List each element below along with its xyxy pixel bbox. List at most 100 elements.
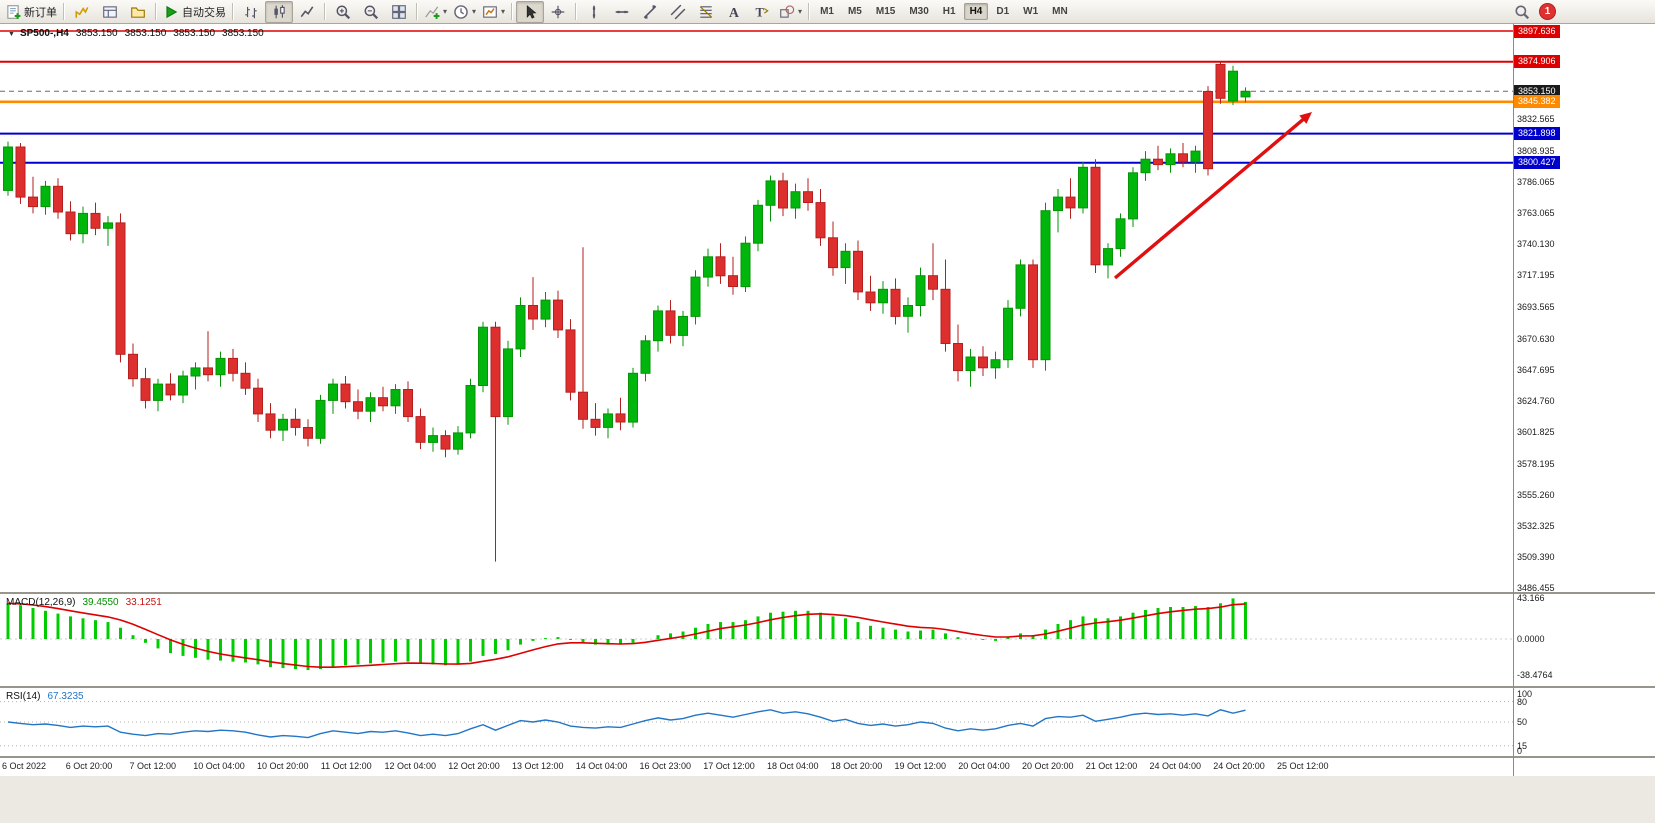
- pane-separator[interactable]: [0, 686, 1655, 688]
- fibonacci-button[interactable]: [692, 1, 720, 23]
- shapes-button[interactable]: ▾: [776, 1, 805, 23]
- label-button[interactable]: T: [748, 1, 776, 23]
- time-axis-label: 7 Oct 12:00: [129, 761, 177, 771]
- rsi-header: RSI(14) 67.3235: [6, 691, 84, 702]
- cursor-button[interactable]: [516, 0, 545, 23]
- autotrading-button[interactable]: 自动交易: [160, 1, 229, 23]
- channel-button[interactable]: [664, 1, 692, 23]
- tile-windows-button[interactable]: [385, 1, 413, 23]
- toolbar-separator: [808, 3, 811, 20]
- new-order-icon: [5, 4, 21, 20]
- macd-scale-label: 43.166: [1517, 593, 1545, 604]
- text-button[interactable]: A: [720, 1, 748, 23]
- time-axis-label: 18 Oct 20:00: [830, 761, 883, 771]
- candles: [3, 61, 1251, 562]
- svg-text:A: A: [729, 5, 739, 20]
- template-icon: [482, 4, 498, 20]
- fibo-icon: [698, 4, 714, 20]
- price-scale-label: 3624.760: [1517, 395, 1555, 406]
- toolbar: 新订单 自动交易 ▾ ▾ ▾ A T ▾ M1 M5 M15 M30 H1 H4 D1 W1 MN 1: [0, 0, 1655, 24]
- price-tag: 3800.427: [1514, 156, 1560, 170]
- crosshair-button[interactable]: [544, 1, 572, 23]
- toolbar-separator: [232, 3, 234, 20]
- market-watch-button[interactable]: [68, 1, 96, 23]
- symbol-period: SP500-,H4: [19, 28, 69, 39]
- svg-text:T: T: [756, 5, 765, 19]
- time-axis-label: 21 Oct 12:00: [1085, 761, 1138, 771]
- time-axis-label: 14 Oct 04:00: [575, 761, 628, 771]
- price-tag: 3845.382: [1514, 95, 1560, 109]
- price-axis[interactable]: 3832.565 3808.935 3786.065 3763.065 3740.130…: [1514, 24, 1655, 776]
- rsi-pane[interactable]: [0, 688, 1513, 756]
- ohlc-high: 3853.150: [124, 28, 167, 39]
- timeframe-m5[interactable]: M5: [847, 6, 862, 17]
- macd-header: MACD(12,26,9) 39.4550 33.1251: [6, 597, 162, 608]
- candlestick-button[interactable]: [265, 0, 293, 23]
- chart-ohlc-header: ▼ SP500-,H4 3853.150 3853.150 3853.150 3853.1…: [8, 28, 264, 39]
- price-scale-label: 3555.260: [1517, 489, 1555, 500]
- price-scale-label: 3832.565: [1517, 114, 1555, 125]
- timeframe-mn[interactable]: MN: [1052, 6, 1068, 17]
- time-axis[interactable]: 6 Oct 2022 6 Oct 20:00 7 Oct 12:00 10 Oct 0…: [0, 758, 1655, 776]
- time-axis-label: 24 Oct 04:00: [1149, 761, 1202, 771]
- notification-badge[interactable]: 1: [1539, 3, 1556, 20]
- periods-button[interactable]: ▾: [450, 1, 479, 23]
- price-scale-label: 3647.695: [1517, 364, 1555, 375]
- bar-chart-button[interactable]: [237, 1, 265, 23]
- text-icon: A: [726, 4, 742, 20]
- autotrading-icon: [163, 4, 179, 20]
- indicators-button[interactable]: ▾: [421, 1, 450, 23]
- rsi-scale-label: 15: [1517, 740, 1528, 751]
- candle-icon: [271, 4, 287, 20]
- axis-border: [1513, 24, 1514, 776]
- time-axis-label: 16 Oct 23:00: [639, 761, 692, 771]
- templates-button[interactable]: ▾: [479, 1, 508, 23]
- rsi-scale-label: 0: [1517, 746, 1523, 756]
- main-chart-pane[interactable]: [0, 24, 1513, 592]
- toolbar-separator: [511, 3, 514, 20]
- rsi-scale-label: 100: [1517, 689, 1533, 699]
- pane-separator[interactable]: [0, 756, 1655, 758]
- timeframe-m30[interactable]: M30: [909, 6, 929, 17]
- price-tag: 3821.898: [1514, 127, 1560, 141]
- toolbar-buttons: 新订单 自动交易 ▾ ▾ ▾ A T ▾ M1 M5 M15 M30 H1 H4 D1 W1 MN: [2, 0, 1075, 23]
- toolbar-separator: [416, 3, 418, 20]
- time-axis-label: 13 Oct 12:00: [512, 761, 564, 771]
- macd-histogram: [6, 598, 1247, 670]
- pane-separator[interactable]: [0, 592, 1655, 594]
- macd-value: 39.4550: [82, 597, 119, 608]
- price-scale-label: 3808.935: [1517, 146, 1555, 157]
- macd-pane[interactable]: [0, 594, 1513, 686]
- time-axis-label: 18 Oct 04:00: [767, 761, 819, 771]
- timeframe-d1[interactable]: D1: [996, 6, 1010, 17]
- timeframe-h4[interactable]: H4: [963, 3, 989, 20]
- line-chart-button[interactable]: [293, 1, 321, 23]
- timeframe-m1[interactable]: M1: [820, 6, 834, 17]
- hline-icon: [614, 4, 630, 20]
- time-axis-label: 24 Oct 20:00: [1213, 761, 1265, 771]
- timeframe-h1[interactable]: H1: [942, 6, 956, 17]
- search-icon[interactable]: [1514, 4, 1530, 20]
- data-window-button[interactable]: [96, 1, 124, 23]
- navigator-button[interactable]: [124, 1, 152, 23]
- price-scale-label: 3532.325: [1517, 520, 1555, 531]
- rsi-scale-label: 80: [1517, 696, 1528, 707]
- timeframe-m15[interactable]: M15: [875, 6, 896, 17]
- new-order-button[interactable]: 新订单: [2, 1, 60, 23]
- trend-arrow: [1113, 112, 1312, 280]
- chart-menu-icon[interactable]: ▼: [8, 31, 15, 38]
- vertical-line-button[interactable]: [580, 1, 608, 23]
- cursor-icon: [522, 4, 538, 20]
- trendline-button[interactable]: [636, 1, 664, 23]
- zoom-in-button[interactable]: [329, 1, 357, 23]
- zoom-out-button[interactable]: [357, 1, 385, 23]
- time-axis-label: 10 Oct 04:00: [193, 761, 245, 771]
- timeframe-w1[interactable]: W1: [1023, 6, 1039, 17]
- shapes-icon: [779, 4, 795, 20]
- price-scale-label: 3509.390: [1517, 551, 1555, 562]
- macd-signal-line: [7, 602, 1246, 668]
- toolbar-separator: [155, 3, 157, 20]
- horizontal-line-button[interactable]: [608, 1, 636, 23]
- chevron-down-icon: ▾: [443, 7, 448, 16]
